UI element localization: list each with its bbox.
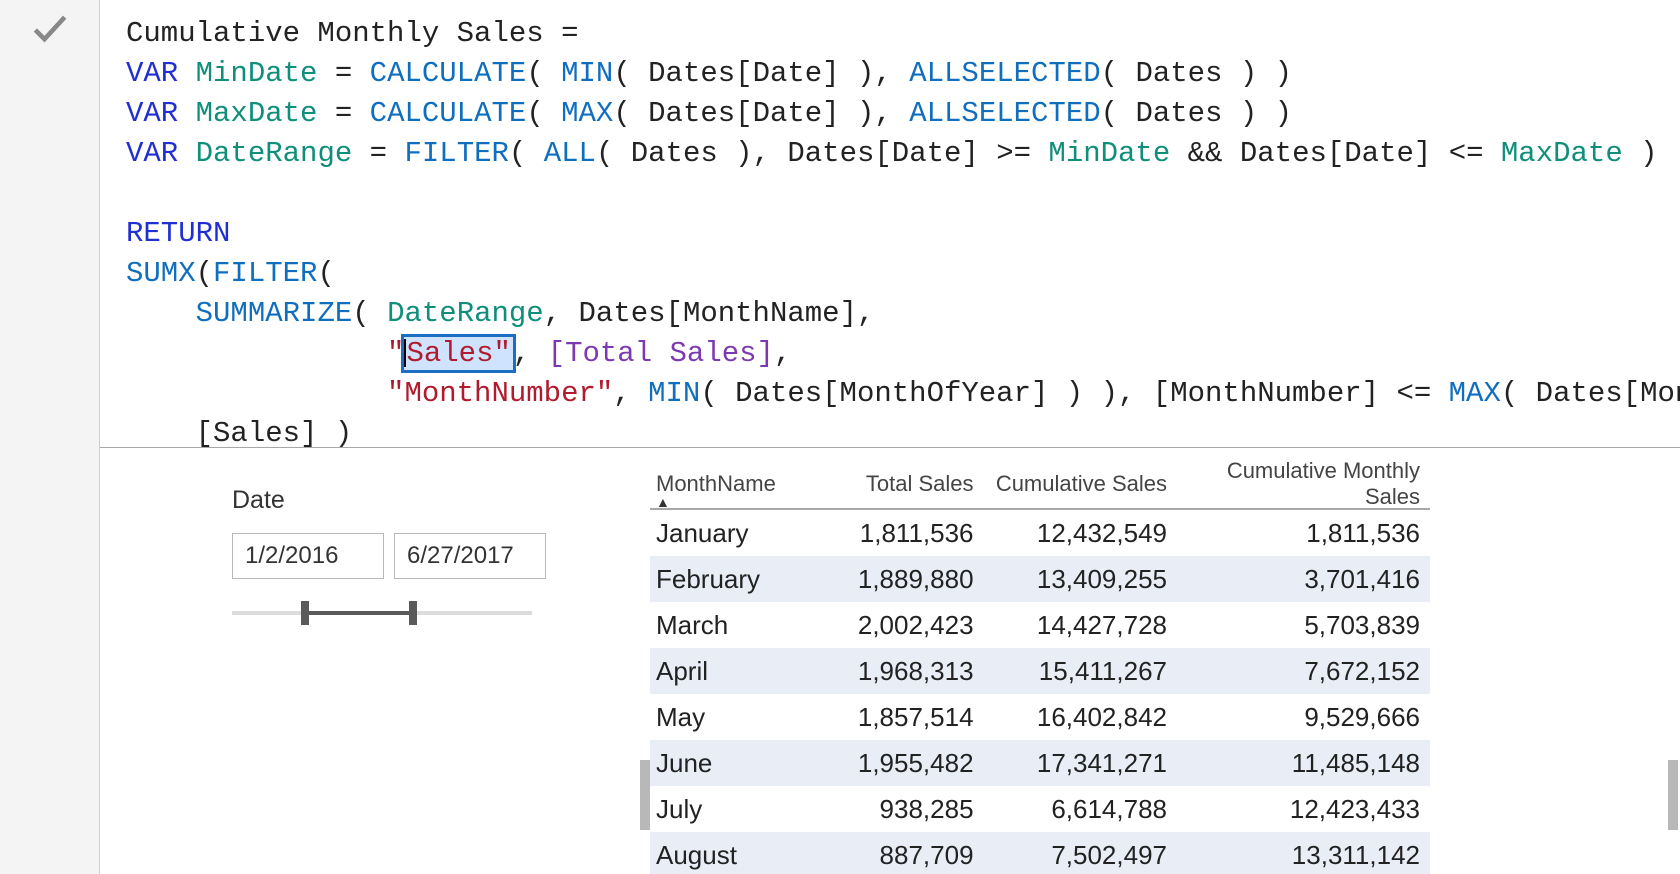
table-cell: 1,811,536 [822, 518, 994, 549]
table-row[interactable]: July938,2856,614,78812,423,433 [650, 786, 1430, 832]
table-cell: April [650, 656, 822, 687]
table-row[interactable]: April1,968,31315,411,2677,672,152 [650, 648, 1430, 694]
table-cell: 15,411,267 [994, 656, 1175, 687]
table-cell: 7,502,497 [994, 840, 1175, 871]
table-header-row: MonthName Total Sales Cumulative Sales C… [650, 460, 1430, 510]
slider-thumb-to[interactable] [409, 601, 417, 625]
table-cell: 1,968,313 [822, 656, 994, 687]
table-cell: March [650, 610, 822, 641]
table-cell: January [650, 518, 822, 549]
table-cell: 9,529,666 [1175, 702, 1430, 733]
table-cell: 12,423,433 [1175, 794, 1430, 825]
table-row[interactable]: June1,955,48217,341,27111,485,148 [650, 740, 1430, 786]
table-cell: 12,432,549 [994, 518, 1175, 549]
table-cell: 1,857,514 [822, 702, 994, 733]
table-cell: July [650, 794, 822, 825]
vertical-scrollbar[interactable] [1668, 760, 1678, 830]
table-row[interactable]: August887,7097,502,49713,311,142 [650, 832, 1430, 874]
table-cell: 11,485,148 [1175, 748, 1430, 779]
slicer-title: Date [232, 486, 562, 515]
results-table: MonthName Total Sales Cumulative Sales C… [650, 460, 1430, 874]
date-slicer[interactable]: Date [232, 486, 562, 625]
table-cell: 16,402,842 [994, 702, 1175, 733]
table-cell: 7,672,152 [1175, 656, 1430, 687]
dax-formula-editor[interactable]: Cumulative Monthly Sales = VAR MinDate =… [100, 0, 1680, 448]
col-cumulative-sales[interactable]: Cumulative Sales [994, 471, 1175, 497]
date-slider[interactable] [232, 601, 532, 625]
table-cell: June [650, 748, 822, 779]
table-cell: 3,701,416 [1175, 564, 1430, 595]
table-row[interactable]: February1,889,88013,409,2553,701,416 [650, 556, 1430, 602]
col-total-sales[interactable]: Total Sales [822, 471, 994, 497]
table-cell: 14,427,728 [994, 610, 1175, 641]
col-cumulative-monthly[interactable]: Cumulative Monthly Sales [1175, 458, 1430, 510]
table-cell: 13,311,142 [1175, 840, 1430, 871]
commit-check-icon[interactable] [28, 8, 72, 57]
table-cell: 938,285 [822, 794, 994, 825]
table-cell: 13,409,255 [994, 564, 1175, 595]
vertical-scrollbar[interactable] [640, 760, 650, 830]
table-cell: 1,955,482 [822, 748, 994, 779]
table-cell: May [650, 702, 822, 733]
editor-selection: Sales" [404, 337, 512, 370]
slider-fill [301, 611, 409, 615]
formula-gutter [0, 0, 100, 874]
date-to-input[interactable] [394, 533, 546, 579]
table-row[interactable]: January1,811,53612,432,5491,811,536 [650, 510, 1430, 556]
table-cell: 17,341,271 [994, 748, 1175, 779]
table-cell: 1,811,536 [1175, 518, 1430, 549]
date-from-input[interactable] [232, 533, 384, 579]
col-monthname[interactable]: MonthName [650, 471, 822, 497]
table-row[interactable]: May1,857,51416,402,8429,529,666 [650, 694, 1430, 740]
table-cell: 887,709 [822, 840, 994, 871]
table-cell: 2,002,423 [822, 610, 994, 641]
table-row[interactable]: March2,002,42314,427,7285,703,839 [650, 602, 1430, 648]
table-cell: 6,614,788 [994, 794, 1175, 825]
slider-thumb-from[interactable] [301, 601, 309, 625]
table-cell: August [650, 840, 822, 871]
table-cell: 1,889,880 [822, 564, 994, 595]
table-cell: February [650, 564, 822, 595]
table-cell: 5,703,839 [1175, 610, 1430, 641]
sort-asc-icon: ▲ [656, 494, 670, 510]
